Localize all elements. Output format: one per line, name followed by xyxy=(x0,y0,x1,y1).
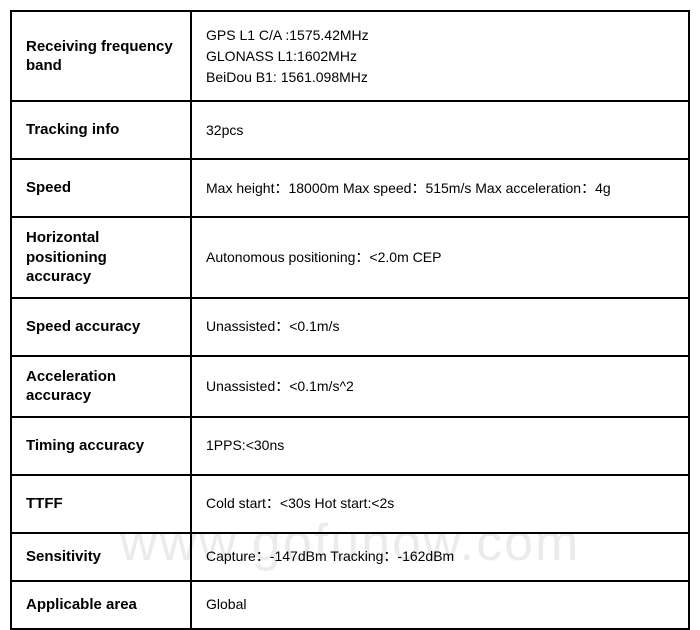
row-label: Applicable area xyxy=(11,581,191,629)
table-row: Acceleration accuracy Unassisted：<0.1m/s… xyxy=(11,356,689,417)
row-value: 32pcs xyxy=(191,101,689,159)
row-value: Global xyxy=(191,581,689,629)
table-row: Sensitivity Capture：-147dBm Tracking：-16… xyxy=(11,533,689,581)
table-row: Timing accuracy 1PPS:<30ns xyxy=(11,417,689,475)
row-value: Cold start：<30s Hot start:<2s xyxy=(191,475,689,533)
row-value: Autonomous positioning：<2.0m CEP xyxy=(191,217,689,298)
row-label: Speed xyxy=(11,159,191,217)
table-row: Tracking info 32pcs xyxy=(11,101,689,159)
table-row: Horizontal positioning accuracy Autonomo… xyxy=(11,217,689,298)
row-label: Sensitivity xyxy=(11,533,191,581)
row-label: Receiving frequency band xyxy=(11,11,191,101)
row-value: Capture：-147dBm Tracking：-162dBm xyxy=(191,533,689,581)
row-value: 1PPS:<30ns xyxy=(191,417,689,475)
row-label: Timing accuracy xyxy=(11,417,191,475)
row-value: Max height：18000m Max speed：515m/s Max a… xyxy=(191,159,689,217)
row-label: Speed accuracy xyxy=(11,298,191,356)
row-label: Tracking info xyxy=(11,101,191,159)
specifications-table: Receiving frequency band GPS L1 C/A :157… xyxy=(10,10,690,630)
row-label: TTFF xyxy=(11,475,191,533)
row-label: Acceleration accuracy xyxy=(11,356,191,417)
table-row: Applicable area Global xyxy=(11,581,689,629)
table-row: Speed Max height：18000m Max speed：515m/s… xyxy=(11,159,689,217)
table-row: Speed accuracy Unassisted：<0.1m/s xyxy=(11,298,689,356)
table-row: Receiving frequency band GPS L1 C/A :157… xyxy=(11,11,689,101)
row-label: Horizontal positioning accuracy xyxy=(11,217,191,298)
row-value: Unassisted：<0.1m/s xyxy=(191,298,689,356)
table-row: TTFF Cold start：<30s Hot start:<2s xyxy=(11,475,689,533)
row-value: GPS L1 C/A :1575.42MHz GLONASS L1:1602MH… xyxy=(191,11,689,101)
row-value: Unassisted：<0.1m/s^2 xyxy=(191,356,689,417)
